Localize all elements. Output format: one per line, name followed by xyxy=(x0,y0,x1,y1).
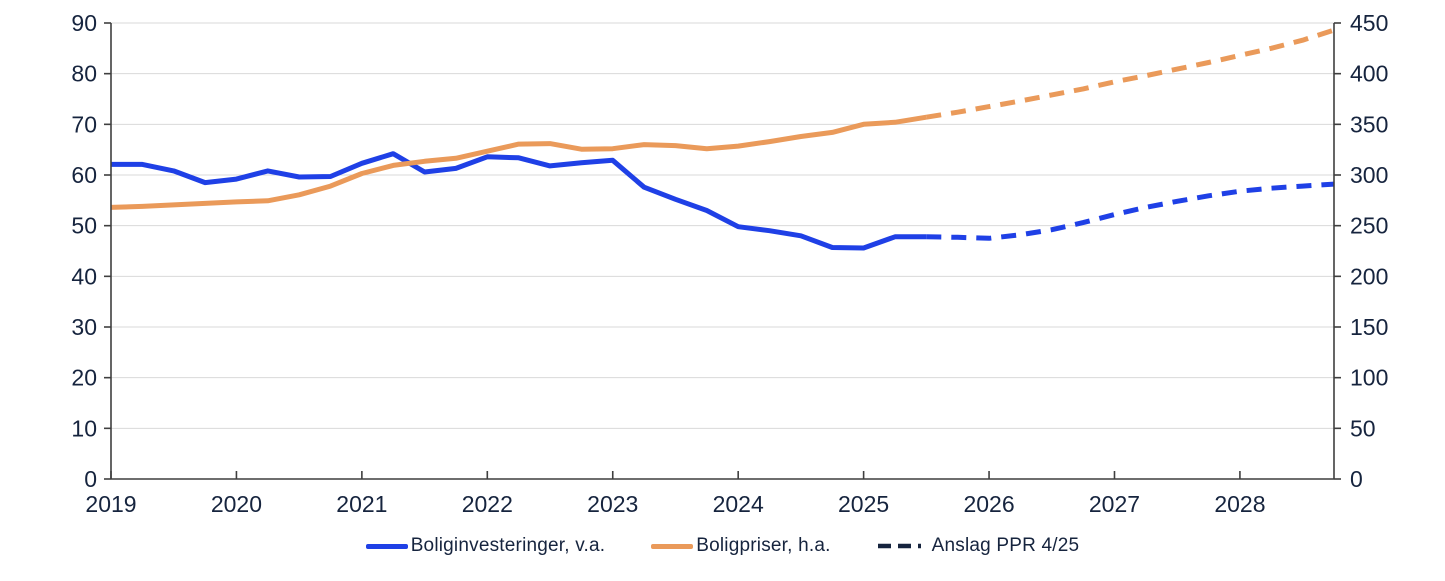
legend-label: Anslag PPR 4/25 xyxy=(931,535,1080,556)
x-tick-label: 2023 xyxy=(587,491,638,517)
y-right-tick-label: 150 xyxy=(1350,314,1388,340)
x-tick-label: 2022 xyxy=(462,491,513,517)
series-boliginvesteringer xyxy=(111,151,927,251)
y-left-tick-label: 20 xyxy=(71,365,97,391)
x-tick-label: 2020 xyxy=(211,491,262,517)
x-tick-label: 2019 xyxy=(85,491,136,517)
y-right-tick-label: 450 xyxy=(1350,10,1388,36)
y-left-tick-label: 80 xyxy=(71,61,97,87)
y-right-tick-label: 300 xyxy=(1350,162,1388,188)
x-tick-label: 2021 xyxy=(336,491,387,517)
series-boligpriser-anslag xyxy=(925,27,1335,120)
legend-item-boligpriser: Boligpriser, h.a. xyxy=(651,535,830,557)
y-left-tick-label: 70 xyxy=(71,111,97,137)
legend-item-boliginvesteringer: Boliginvesteringer, v.a. xyxy=(365,535,606,557)
axes xyxy=(110,23,1335,480)
y-left-tick-label: 50 xyxy=(71,213,97,239)
y-left-tick-label: 0 xyxy=(84,466,97,492)
y-left-axis: 0 10 20 30 40 50 60 70 80 90 xyxy=(71,10,111,492)
x-tick-label: 2026 xyxy=(963,491,1014,517)
y-right-tick-label: 400 xyxy=(1350,61,1388,87)
legend-swatch-dashed xyxy=(877,543,928,549)
legend-swatch-solid xyxy=(651,543,694,549)
series-boliginvesteringer-anslag xyxy=(926,181,1335,241)
y-left-tick-label: 40 xyxy=(71,263,97,289)
x-tick-label: 2025 xyxy=(838,491,889,517)
legend-label: Boliginvesteringer, v.a. xyxy=(410,535,606,556)
y-right-tick-label: 250 xyxy=(1350,213,1388,239)
legend-label: Boligpriser, h.a. xyxy=(696,535,831,556)
x-axis: 2019 2020 2021 2022 2023 2024 2025 2026 2027 2028 xyxy=(85,471,1266,517)
y-right-tick-label: 200 xyxy=(1350,263,1388,289)
legend-item-anslag-ppr: Anslag PPR 4/25 xyxy=(877,535,1080,557)
y-left-tick-label: 10 xyxy=(71,415,97,441)
y-right-tick-label: 350 xyxy=(1350,111,1388,137)
series-boligpriser xyxy=(110,114,927,210)
x-tick-label: 2024 xyxy=(713,491,764,517)
series-group xyxy=(110,27,1335,251)
y-left-tick-label: 90 xyxy=(71,10,97,36)
y-right-tick-label: 0 xyxy=(1350,466,1363,492)
x-tick-label: 2028 xyxy=(1214,491,1265,517)
legend-swatch-solid xyxy=(365,543,408,549)
gridlines xyxy=(111,22,1334,429)
y-right-tick-label: 50 xyxy=(1350,415,1376,441)
y-left-tick-label: 60 xyxy=(71,162,97,188)
legend: Boliginvesteringer, v.a. Boligpriser, h.a… xyxy=(0,535,1445,557)
y-left-tick-label: 30 xyxy=(71,314,97,340)
x-tick-label: 2027 xyxy=(1089,491,1140,517)
y-right-axis: 0 50 100 150 200 250 300 350 400 450 xyxy=(1334,10,1388,492)
y-right-tick-label: 100 xyxy=(1350,365,1388,391)
